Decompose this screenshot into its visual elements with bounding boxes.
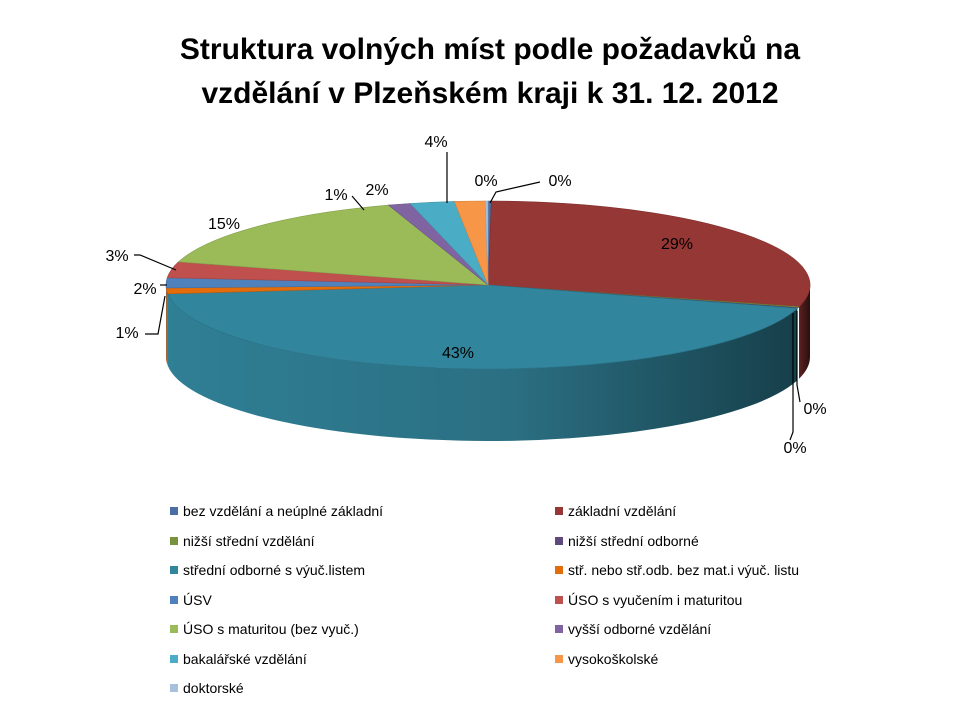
leader-line-2 bbox=[796, 311, 801, 403]
legend-item: ÚSO s maturitou (bez vyuč.) bbox=[170, 620, 359, 638]
data-label-0: 0% bbox=[548, 173, 571, 190]
data-label-12: 0% bbox=[474, 173, 497, 190]
legend-label: nižší střední odborné bbox=[568, 532, 699, 549]
chart-title: Struktura volných míst podle požadavků n… bbox=[90, 28, 890, 116]
pie-slice-4 bbox=[167, 284, 799, 370]
legend-swatch bbox=[170, 566, 178, 574]
legend-swatch bbox=[170, 625, 178, 633]
legend-label: ÚSO s maturitou (bez vyuč.) bbox=[183, 621, 359, 637]
chart-title-line-2: vzdělání v Plzeňském kraji k 31. 12. 201… bbox=[201, 77, 779, 110]
legend-label: ÚSO s vyučením i maturitou bbox=[568, 591, 743, 608]
legend-swatch bbox=[170, 507, 178, 515]
legend-item: vyšší odborné vzdělání bbox=[555, 620, 711, 638]
legend-item: ÚSO s vyučením i maturitou bbox=[555, 591, 742, 609]
leader-line-3 bbox=[789, 313, 794, 441]
data-label-9: 1% bbox=[324, 187, 347, 204]
leader-line-7 bbox=[134, 254, 177, 271]
leader-line-9 bbox=[351, 195, 365, 211]
legend-label: vyšší odborné vzdělání bbox=[568, 621, 712, 637]
legend-item: nižší střední odborné bbox=[555, 532, 699, 550]
legend-swatch bbox=[170, 595, 178, 604]
data-label-5: 1% bbox=[115, 325, 138, 342]
data-label-6: 2% bbox=[133, 281, 156, 298]
legend-item: vysokoškolské bbox=[555, 650, 658, 668]
pie-side-wall-1 bbox=[799, 285, 810, 379]
data-label-3: 0% bbox=[783, 440, 806, 457]
legend-label: střední odborné s výuč.listem bbox=[183, 562, 366, 578]
legend-label: doktorské bbox=[183, 680, 244, 696]
legend-item: nižší střední vzdělání bbox=[170, 532, 315, 550]
legend-swatch bbox=[555, 507, 563, 515]
leader-line-0 bbox=[489, 181, 541, 204]
legend-swatch bbox=[170, 654, 178, 663]
pie-slice-8 bbox=[177, 204, 489, 286]
legend-swatch bbox=[555, 595, 563, 604]
legend-label: bez vzdělání a neúplné základní bbox=[183, 503, 384, 519]
data-label-10: 2% bbox=[365, 182, 388, 199]
pie-side-wall-4 bbox=[167, 293, 798, 441]
legend-item: bakalářské vzdělání bbox=[170, 650, 307, 668]
legend-swatch bbox=[555, 654, 563, 663]
legend-label: stř. nebo stř.odb. bez mat.i výuč. listu bbox=[568, 562, 800, 578]
pie-slice-12 bbox=[484, 200, 489, 286]
legend-item: stř. nebo stř.odb. bez mat.i výuč. listu bbox=[555, 561, 799, 579]
legend-swatch bbox=[170, 684, 178, 692]
legend-item: základní vzdělání bbox=[555, 502, 676, 520]
pie-side-wall-5 bbox=[166, 287, 168, 366]
legend-item: bez vzdělání a neúplné základní bbox=[170, 502, 383, 520]
pie-slice-1 bbox=[487, 200, 811, 308]
legend-label: nižší střední vzdělání bbox=[183, 532, 315, 549]
legend-label: ÚSV bbox=[183, 591, 212, 608]
chart-title-line-1: Struktura volných míst podle požadavků n… bbox=[179, 33, 801, 66]
data-label-1: 29% bbox=[661, 236, 693, 253]
legend-label: základní vzdělání bbox=[568, 503, 677, 519]
legend-item: ÚSV bbox=[170, 591, 212, 609]
data-label-11: 4% bbox=[424, 134, 447, 151]
legend-swatch bbox=[170, 536, 178, 545]
data-label-4: 43% bbox=[442, 345, 474, 362]
legend-label: vysokoškolské bbox=[568, 650, 659, 667]
legend-label: bakalářské vzdělání bbox=[183, 650, 307, 667]
legend-item: střední odborné s výuč.listem bbox=[170, 561, 365, 579]
data-label-8: 15% bbox=[208, 216, 240, 233]
data-label-2: 0% bbox=[803, 401, 826, 418]
pie-chart-area: 0% 29% 0% 0% 43% 1% 2% 3% 15% 1% 2% 4% 0% bbox=[105, 134, 826, 457]
leader-line-5 bbox=[145, 295, 166, 335]
legend-swatch bbox=[555, 536, 563, 545]
legend-item: doktorské bbox=[170, 679, 244, 697]
legend-swatch bbox=[555, 566, 563, 574]
legend-swatch bbox=[555, 625, 563, 633]
data-label-7: 3% bbox=[105, 248, 128, 265]
